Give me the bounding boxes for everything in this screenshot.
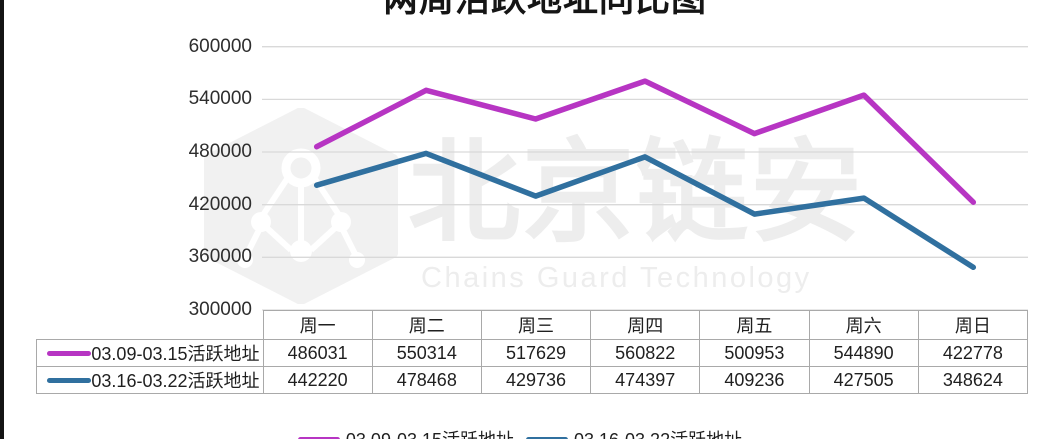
table-corner-empty-cell: [37, 311, 264, 340]
table-header-cell: 周三: [480, 310, 592, 340]
table-value-cell: 348624: [917, 366, 1029, 394]
legend-label: 03.16-03.22活跃地址: [574, 426, 742, 439]
window-left-border: [0, 0, 4, 439]
table-header-cell: 周日: [917, 310, 1029, 340]
table-value-cell: 550314: [371, 339, 482, 367]
table-header-cell: 周一: [262, 310, 373, 340]
table-header-cell: 周五: [699, 310, 810, 340]
series-line-key-icon: [47, 377, 91, 383]
watermark-brand-text: 北京链安: [408, 130, 864, 255]
table-value-cell: 544890: [808, 339, 919, 367]
y-axis-tick-label: 480000: [188, 141, 252, 162]
table-value-cell: 442220: [262, 366, 373, 394]
table-row: 03.09-03.15活跃地址 486031 550314 517629 560822 5…: [36, 339, 1029, 367]
table-header-cell: 周二: [371, 310, 482, 340]
table-value-cell: 500953: [699, 339, 810, 367]
series-line-1: [313, 78, 977, 205]
series-name: 03.16-03.22活跃地址: [91, 371, 260, 391]
legend-key-icon: [526, 436, 568, 439]
series-label-cell: 03.09-03.15活跃地址: [36, 339, 264, 367]
table-value-cell: 422778: [917, 339, 1029, 367]
table-value-cell: 478468: [371, 366, 482, 394]
table-header-cell: 周四: [590, 310, 701, 340]
table-value-cell: 517629: [480, 339, 592, 367]
series-line-2: [313, 150, 977, 271]
table-value-cell: 409236: [699, 366, 810, 394]
legend-label: 03.09-03.15活跃地址: [346, 426, 514, 439]
table-value-cell: 560822: [590, 339, 701, 367]
watermark-brand-subtext: Chains Guard Technology: [421, 262, 812, 294]
y-axis-tick-label: 300000: [188, 299, 252, 320]
y-axis-tick-label: 360000: [188, 246, 252, 268]
chart-title: 两周活跃地址同比图: [0, 0, 1049, 21]
series-line-key-icon: [47, 350, 91, 356]
y-axis-tick-label: 540000: [188, 88, 252, 110]
y-axis-tick-label: 420000: [188, 193, 252, 215]
table-value-cell: 486031: [262, 339, 373, 367]
series-name: 03.09-03.15活跃地址: [91, 344, 260, 364]
legend-item: 03.16-03.22活跃地址: [526, 426, 742, 439]
data-table: 周一 周二 周三 周四 周五 周六 周日 03.09-03.15活跃地址 486031 55031…: [36, 310, 1029, 394]
y-axis-tick-label: 600000: [188, 35, 252, 57]
legend-key-icon: [297, 436, 340, 439]
table-header-cell: 周六: [808, 310, 919, 340]
chart-legend: 03.09-03.15活跃地址 03.16-03.22活跃地址: [0, 426, 1040, 439]
table-value-cell: 474397: [590, 366, 701, 394]
legend-item: 03.09-03.15活跃地址: [297, 426, 514, 439]
table-row: 03.16-03.22活跃地址 442220 478468 429736 474397 4…: [36, 366, 1029, 394]
y-axis-labels: 600000 540000 480000 420000 360000 300000: [148, 0, 252, 439]
table-value-cell: 427505: [808, 366, 919, 394]
table-value-cell: 429736: [480, 366, 592, 394]
series-label-cell: 03.16-03.22活跃地址: [36, 366, 264, 394]
